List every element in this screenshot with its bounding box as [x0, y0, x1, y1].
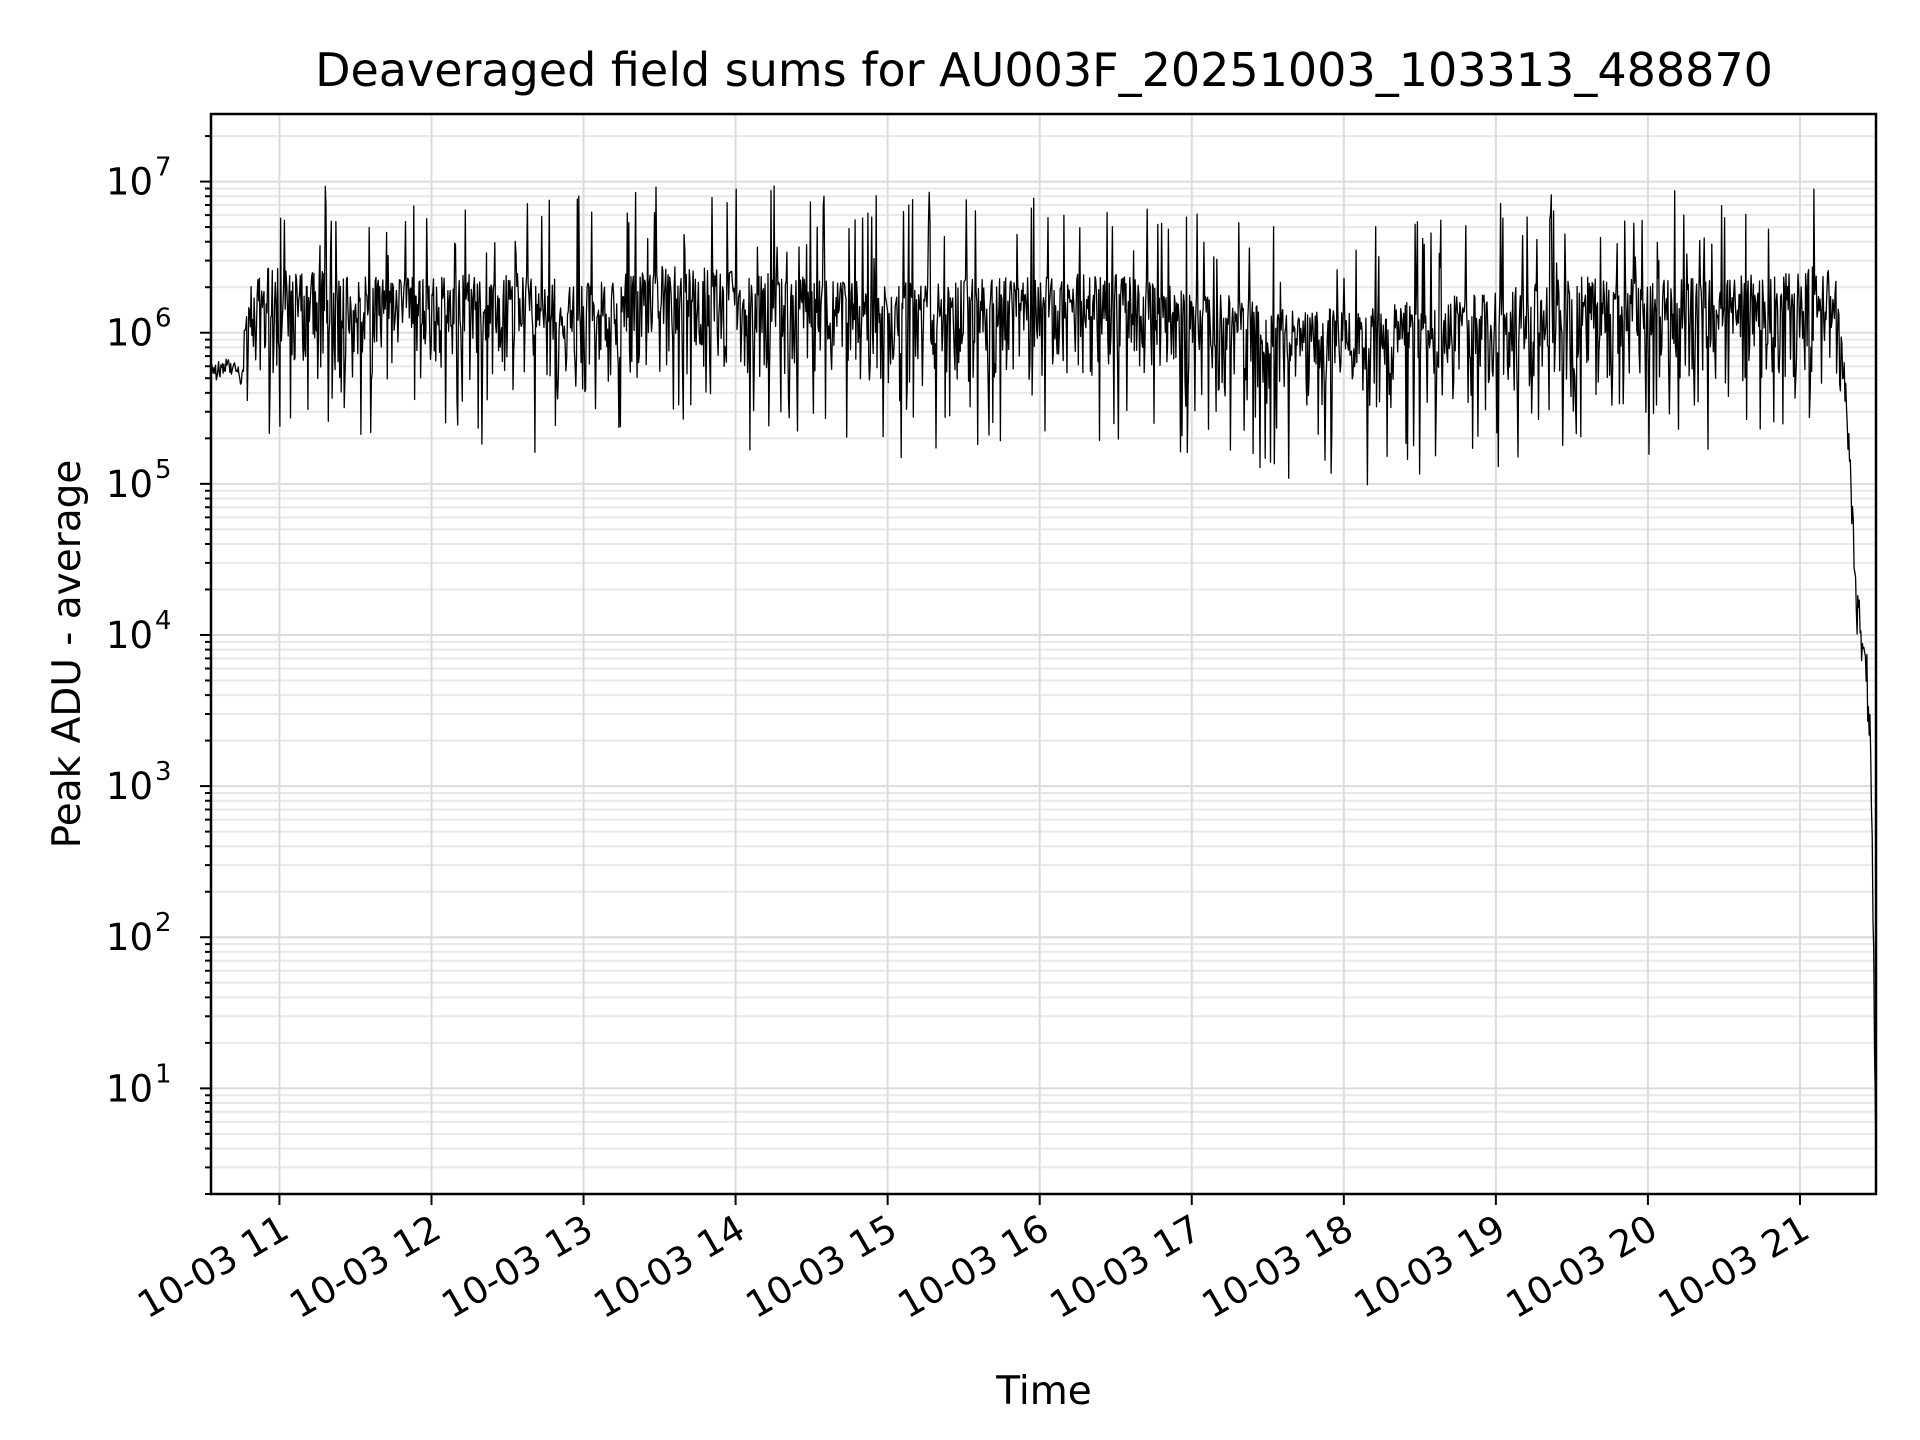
- y-tick-base: 10: [106, 312, 153, 355]
- y-tick-label: 10: [106, 916, 153, 959]
- y-tick-base: 10: [106, 1067, 153, 1110]
- y-tick-base: 10: [106, 161, 153, 204]
- y-tick-label: 10: [106, 463, 153, 506]
- chart-title: Deaveraged field sums for AU003F_2025100…: [315, 43, 1773, 97]
- plot-series: [210, 185, 1877, 1160]
- y-tick-exponent: 6: [155, 304, 172, 334]
- y-tick-exponent: 5: [155, 455, 172, 485]
- y-tick-exponent: 2: [155, 908, 172, 938]
- y-axis-label: Peak ADU - average: [45, 460, 90, 849]
- y-tick-base: 10: [106, 765, 153, 808]
- x-axis-label: Time: [995, 1369, 1091, 1414]
- y-tick-base: 10: [106, 916, 153, 959]
- y-tick-label: 10: [106, 161, 153, 204]
- y-tick-label: 10: [106, 1067, 153, 1110]
- series-line-0: [210, 185, 1877, 1160]
- grid: [211, 114, 1876, 1195]
- y-tick-base: 10: [106, 614, 153, 657]
- y-tick-exponent: 7: [155, 153, 172, 183]
- y-tick-label: 10: [106, 312, 153, 355]
- plot-frame: [209, 112, 1878, 1196]
- y-tick-label: 10: [106, 614, 153, 657]
- y-tick-exponent: 3: [155, 757, 172, 787]
- y-tick-base: 10: [106, 463, 153, 506]
- y-tick-exponent: 1: [155, 1059, 172, 1089]
- y-tick-label: 10: [106, 765, 153, 808]
- y-tick-exponent: 4: [155, 606, 172, 636]
